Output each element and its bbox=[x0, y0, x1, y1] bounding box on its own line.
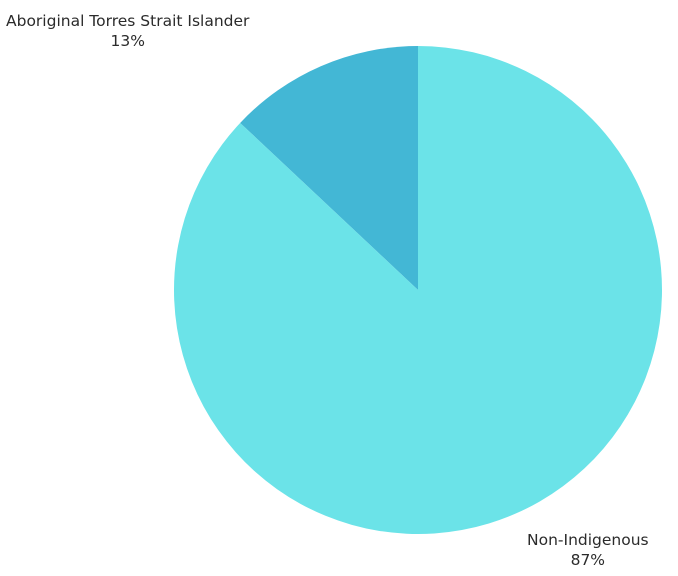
slice-value: 13% bbox=[110, 32, 145, 50]
slice-label-non-indigenous: Non-Indigenous 87% bbox=[527, 530, 649, 570]
slice-name: Non-Indigenous bbox=[527, 531, 649, 549]
slice-name: Aboriginal Torres Strait Islander bbox=[6, 12, 250, 30]
slice-value: 87% bbox=[570, 551, 606, 569]
pie-slice-aboriginal-torres-strait-islander bbox=[240, 46, 418, 290]
slice-label-aboriginal-torres-strait-islander: Aboriginal Torres Strait Islander 13% bbox=[6, 11, 249, 51]
pie-slice-non-indigenous bbox=[173, 46, 662, 534]
